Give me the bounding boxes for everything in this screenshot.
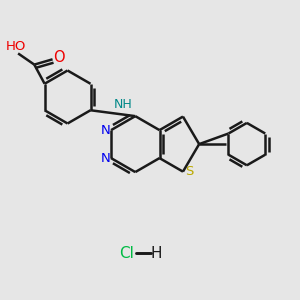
Text: N: N — [101, 124, 111, 136]
Text: N: N — [101, 152, 111, 165]
Text: H: H — [150, 246, 162, 261]
Text: NH: NH — [114, 98, 133, 111]
Text: Cl: Cl — [119, 246, 134, 261]
Text: O: O — [53, 50, 65, 65]
Text: S: S — [185, 165, 194, 178]
Text: HO: HO — [6, 40, 26, 53]
